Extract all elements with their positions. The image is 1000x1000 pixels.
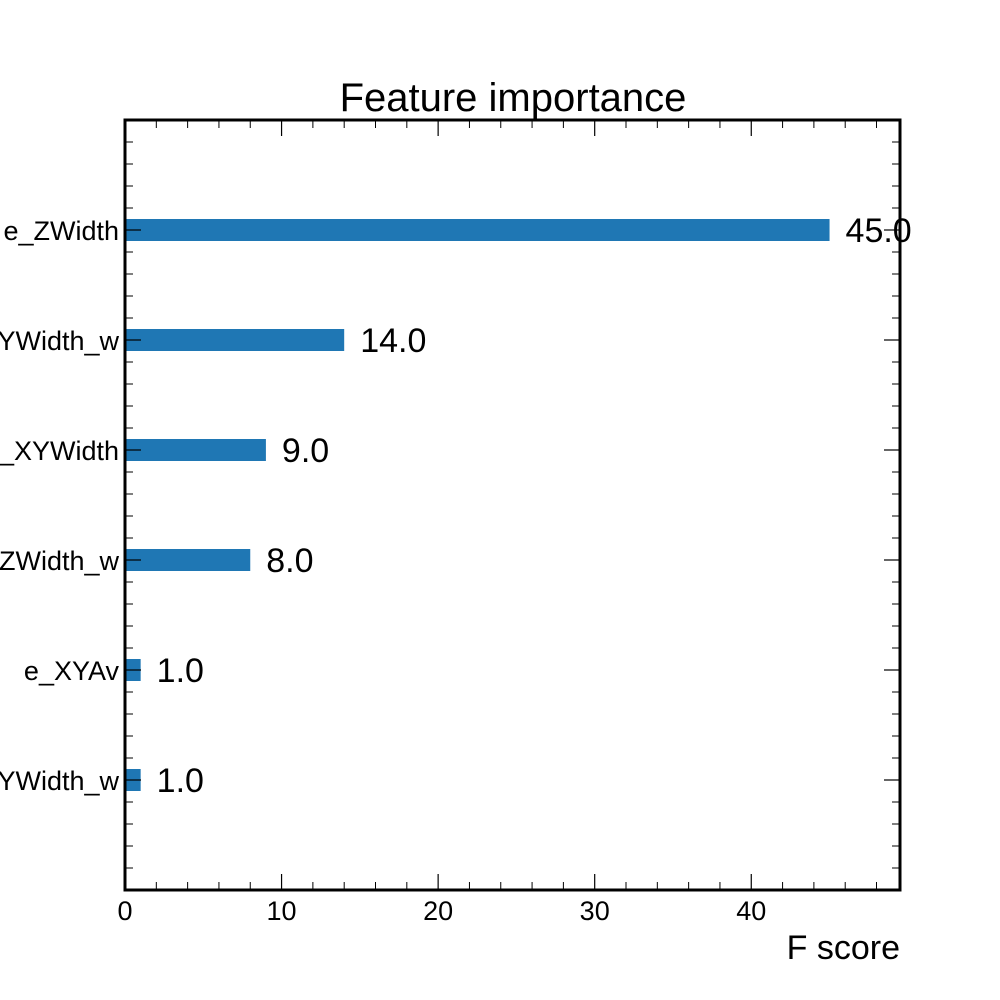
y-tick-label: YWidth_w	[0, 766, 119, 796]
data-label: 1.0	[157, 652, 204, 690]
bar	[125, 549, 251, 571]
labels-layer: 45.0 e_ZWidth 14.0 YWidth_w 9.0 _XYWidth 8.0 ZW…	[0, 212, 912, 926]
y-tick-label: YWidth_w	[0, 326, 119, 356]
bar	[125, 439, 266, 461]
x-tick-label: 10	[267, 896, 297, 926]
bars-layer	[125, 219, 830, 791]
x-tick-label: 0	[117, 896, 132, 926]
chart-title: Feature importance	[340, 76, 687, 120]
data-label: 8.0	[266, 542, 313, 580]
x-tick-label: 20	[423, 896, 453, 926]
x-axis-label: F score	[787, 929, 900, 967]
data-label: 9.0	[282, 432, 329, 470]
data-label: 14.0	[360, 322, 426, 360]
data-label: 45.0	[846, 212, 912, 250]
y-tick-label: ZWidth_w	[0, 546, 119, 576]
plot-frame	[123, 118, 902, 892]
bar	[125, 219, 830, 241]
y-tick-label: e_ZWidth	[3, 216, 119, 246]
data-label: 1.0	[157, 762, 204, 800]
x-tick-label: 40	[736, 896, 766, 926]
x-tick-label: 30	[580, 896, 610, 926]
bar	[125, 329, 345, 351]
y-tick-label: e_XYAv	[24, 656, 120, 686]
y-tick-label: _XYWidth	[0, 436, 119, 466]
